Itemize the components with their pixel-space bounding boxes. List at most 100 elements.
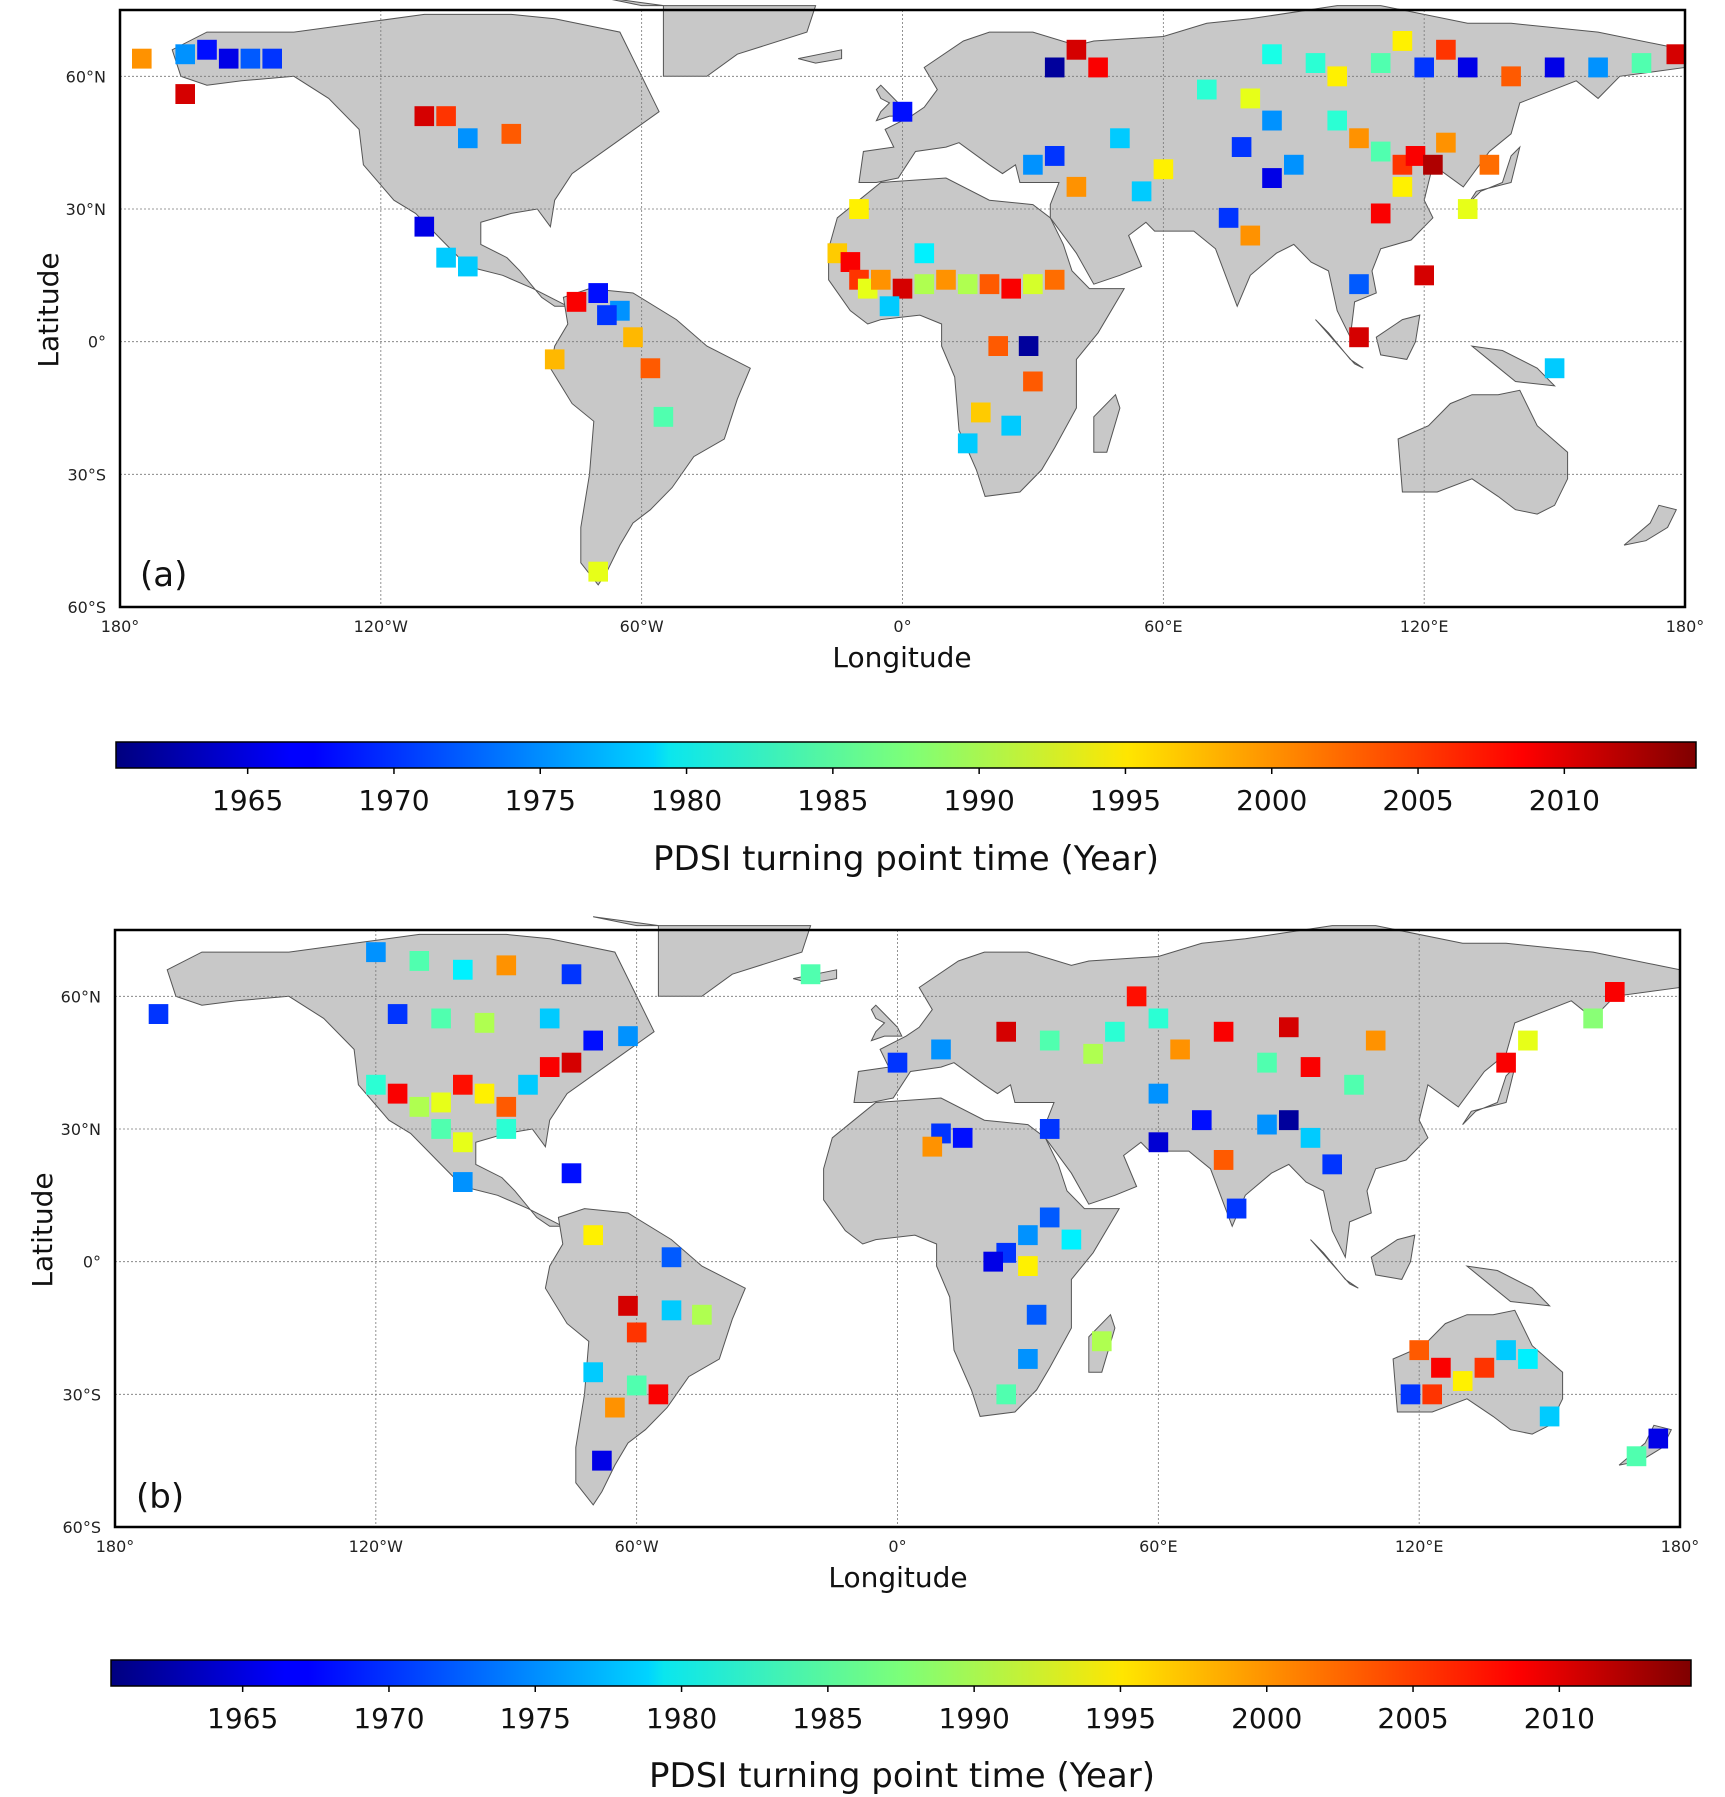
turning-point-cell bbox=[1400, 1384, 1421, 1405]
turning-point-cell bbox=[931, 1039, 951, 1060]
turning-point-cell bbox=[583, 1362, 603, 1383]
turning-point-cell bbox=[952, 1127, 973, 1148]
turning-point-cell bbox=[618, 1026, 638, 1047]
lon-tick-label: 60°E bbox=[1144, 617, 1182, 636]
turning-point-cell bbox=[605, 1397, 625, 1418]
colorbar-tick-label: 1990 bbox=[939, 1702, 1010, 1735]
turning-point-cell bbox=[1083, 1043, 1103, 1064]
turning-point-cell bbox=[914, 274, 935, 295]
turning-point-cell bbox=[1023, 371, 1043, 392]
turning-point-cell bbox=[1039, 1207, 1060, 1228]
colorbar-label-b: PDSI turning point time (Year) bbox=[649, 1756, 1155, 1796]
turning-point-cell bbox=[458, 128, 478, 149]
turning-point-cell bbox=[1300, 1127, 1321, 1148]
turning-point-cell bbox=[1018, 1349, 1038, 1369]
lat-tick-label: 30°N bbox=[61, 1120, 101, 1139]
turning-point-cell bbox=[387, 1083, 408, 1104]
lon-tick-label: 120°E bbox=[1400, 617, 1449, 636]
turning-point-cell bbox=[1422, 1384, 1442, 1405]
colorbar-tick-label: 1975 bbox=[505, 784, 576, 817]
landmass-11 bbox=[1310, 1239, 1359, 1289]
colorbar-ticks-b: 1965 1970 1975 1980 1985 1990 1995 2000 2005 2010 bbox=[207, 1686, 1595, 1735]
panel-label-a: (a) bbox=[140, 555, 187, 595]
turning-point-cell bbox=[1148, 1008, 1169, 1029]
turning-point-cell bbox=[1392, 31, 1413, 51]
turning-point-cell bbox=[453, 1132, 473, 1153]
turning-point-cell bbox=[1044, 146, 1065, 166]
turning-point-cell bbox=[218, 48, 239, 69]
lon-tick-label: 180° bbox=[96, 1537, 135, 1556]
turning-point-cell bbox=[1262, 44, 1282, 65]
turning-point-cell bbox=[1349, 327, 1369, 348]
turning-point-cell bbox=[453, 1074, 473, 1095]
turning-point-cell bbox=[501, 123, 522, 144]
lat-tick-label: 0° bbox=[83, 1253, 101, 1272]
turning-point-cell bbox=[661, 1247, 682, 1268]
turning-point-cell bbox=[409, 1096, 430, 1117]
turning-point-cell bbox=[1192, 1110, 1212, 1131]
lat-tick-label: 60°N bbox=[66, 67, 106, 86]
lon-tick-label: 180° bbox=[1661, 1537, 1700, 1556]
lon-tick-label: 120°W bbox=[354, 617, 409, 636]
landmass-12 bbox=[1375, 314, 1421, 360]
turning-point-cell bbox=[240, 48, 261, 69]
colorbar-tick-label: 1985 bbox=[797, 784, 868, 817]
turning-point-cell bbox=[458, 256, 478, 277]
turning-point-cell bbox=[1322, 1154, 1342, 1175]
landmass-11 bbox=[1315, 319, 1364, 369]
colorbar-tick-label: 1975 bbox=[500, 1702, 571, 1735]
turning-point-cell bbox=[431, 1008, 451, 1029]
colorbar-tick-label: 2005 bbox=[1382, 784, 1453, 817]
turning-point-cell bbox=[474, 1012, 495, 1033]
turning-point-cell bbox=[197, 39, 217, 60]
turning-point-cell bbox=[566, 291, 587, 312]
turning-point-cell bbox=[1414, 265, 1434, 286]
turning-point-cell bbox=[623, 327, 643, 348]
lon-tick-label: 60°W bbox=[620, 617, 664, 636]
landmass-3 bbox=[611, 0, 817, 77]
turning-point-cell bbox=[1001, 278, 1021, 299]
turning-point-cell bbox=[1327, 110, 1347, 131]
turning-point-cell bbox=[1026, 1304, 1047, 1325]
turning-point-cell bbox=[936, 269, 956, 290]
turning-point-cell bbox=[592, 1450, 612, 1471]
turning-point-cell bbox=[979, 274, 1000, 295]
tick-labels-b: 180° 120°W 60°W 0° 60°E 120°E 180° 60°N 30°N 0° 30… bbox=[61, 987, 1700, 1556]
turning-point-cell bbox=[996, 1021, 1016, 1042]
turning-point-cell bbox=[561, 964, 582, 985]
turning-point-cell bbox=[1349, 274, 1369, 295]
turning-point-cell bbox=[887, 1052, 908, 1073]
y-axis-label-b: Latitude bbox=[26, 1172, 59, 1287]
colorbar-label-a: PDSI turning point time (Year) bbox=[653, 839, 1159, 879]
turning-point-cell bbox=[1213, 1150, 1234, 1170]
landmass-13 bbox=[1465, 1265, 1551, 1307]
data-cells-a bbox=[132, 31, 1687, 582]
turning-point-cell bbox=[474, 1083, 495, 1104]
lon-tick-label: 180° bbox=[1666, 617, 1705, 636]
turning-point-cell bbox=[1544, 358, 1565, 379]
turning-point-cell bbox=[588, 283, 608, 303]
turning-point-cell bbox=[414, 216, 435, 237]
turning-point-cell bbox=[1257, 1114, 1277, 1135]
turning-point-cell bbox=[879, 296, 900, 317]
landmass-1 bbox=[171, 13, 660, 307]
turning-point-cell bbox=[1023, 154, 1043, 175]
turning-point-cell bbox=[1066, 39, 1087, 60]
turning-point-cell bbox=[1262, 168, 1282, 188]
turning-point-cell bbox=[1092, 1331, 1112, 1352]
turning-point-cell bbox=[983, 1251, 1003, 1272]
turning-point-cell bbox=[496, 1119, 517, 1139]
turning-point-cell bbox=[957, 433, 978, 454]
landmass-6 bbox=[1397, 389, 1569, 515]
turning-point-cell bbox=[148, 1004, 169, 1024]
colorbar-tick-label: 1970 bbox=[353, 1702, 424, 1735]
turning-point-cell bbox=[1544, 57, 1565, 78]
colorbar-tick-label: 2010 bbox=[1529, 784, 1600, 817]
lon-tick-label: 60°E bbox=[1139, 1537, 1177, 1556]
turning-point-cell bbox=[1240, 88, 1261, 109]
colorbar-tick-label: 2000 bbox=[1236, 784, 1307, 817]
colorbar-b: 1965 1970 1975 1980 1985 1990 1995 2000 2005 2010… bbox=[110, 1659, 1692, 1796]
turning-point-cell bbox=[1631, 53, 1652, 73]
landmass-9 bbox=[1623, 504, 1678, 546]
colorbar-tick-label: 1980 bbox=[651, 784, 722, 817]
